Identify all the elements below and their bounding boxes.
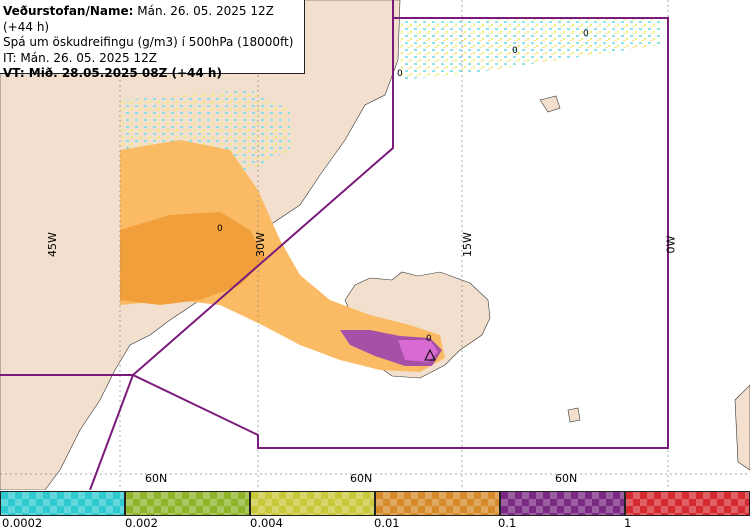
lat-label-60n: 60N [555,472,578,485]
legend-swatch [125,491,250,516]
ne-land [539,95,561,113]
lon-label-15w: 15W [460,232,474,257]
info-line-1: Veðurstofan/Name: Mán. 26. 05. 2025 12Z … [3,4,304,35]
legend-label: 0.1 [498,516,517,530]
ash-map [0,0,750,490]
marker-zero: 0 [217,224,223,234]
info-run-time: Mán. 26. 05. 2025 12Z (+44 h) [3,4,274,34]
color-legend [0,491,750,516]
info-line-4: VT: Mið. 28.05.2025 08Z (+44 h) [3,66,222,80]
marker-zero: 0 [512,46,518,56]
legend-swatch [625,491,750,516]
legend-labels: 0.0002 0.002 0.004 0.01 0.1 1 [0,516,750,532]
marker-zero: 0 [426,334,432,344]
legend-swatch [250,491,375,516]
lat-label-60n: 60N [145,472,168,485]
marker-zero: 0 [583,29,589,39]
legend-swatch [500,491,625,516]
legend-swatch [0,491,125,516]
faroe-land [567,407,581,423]
legend-label: 0.0002 [2,516,43,530]
fir-boundary [0,0,669,449]
marker-zero: 0 [397,69,403,79]
lon-label-0w: 0W [664,235,678,254]
ash-plume-darkorange [120,212,265,305]
volcano-marker [424,348,436,361]
info-line-3: IT: Mán. 26. 05. 2025 12Z [3,50,157,65]
ash-plume-magenta [398,340,438,362]
lon-label-45w: 45W [45,232,59,257]
shetland-land [734,384,750,471]
ash-low-north [400,18,660,80]
lon-label-30w: 30W [253,232,267,257]
legend-label: 0.01 [374,516,400,530]
legend-label: 0.004 [250,516,283,530]
info-source-label: Veðurstofan/Name: [3,4,134,18]
legend-label: 1 [624,516,632,530]
info-line-2: Spá um öskudreifingu (g/m3) í 500hPa (18… [3,35,294,49]
lat-label-60n: 60N [350,472,373,485]
forecast-info-box: Veðurstofan/Name: Mán. 26. 05. 2025 12Z … [0,0,305,80]
fir-boundary-west [132,18,394,376]
fir-boundary-south [89,374,134,490]
legend-label: 0.002 [125,516,158,530]
legend-swatch [375,491,500,516]
ash-plume-orange [120,140,445,372]
